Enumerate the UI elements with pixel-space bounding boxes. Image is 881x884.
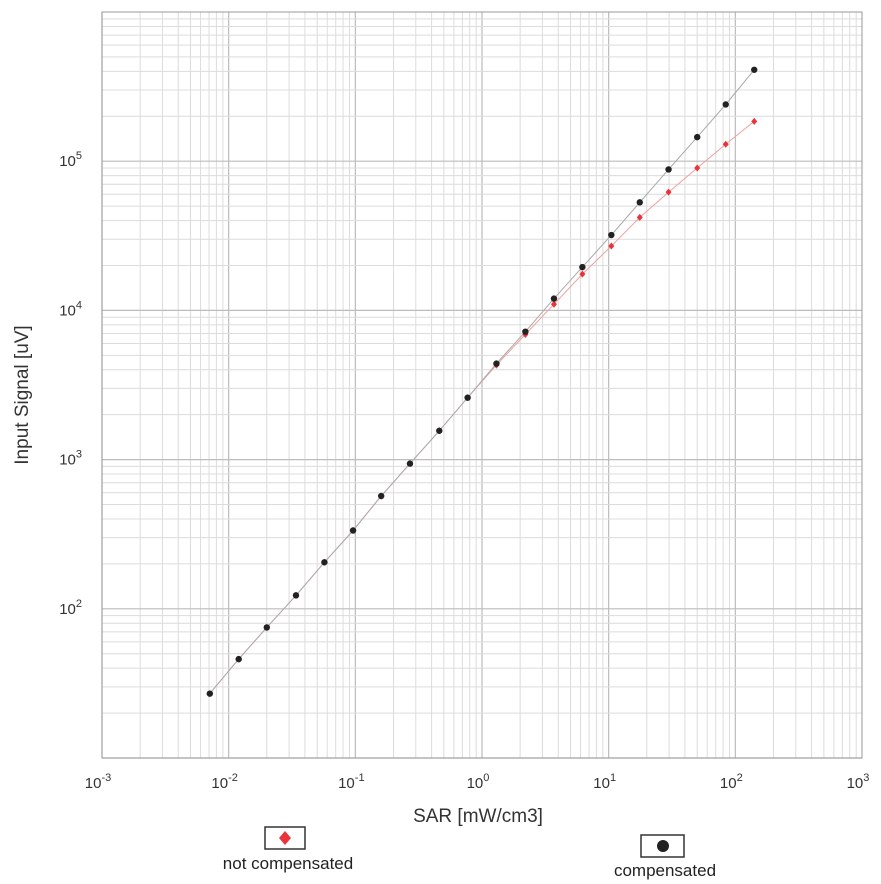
data-point-compensated <box>464 394 470 400</box>
legend-label-compensated: compensated <box>614 861 716 880</box>
x-tick-label: 100 <box>467 772 490 792</box>
data-point-not-compensated <box>751 118 757 125</box>
x-tick-labels: 10-3 10-2 10-1 100 101 102 103 <box>85 772 870 792</box>
data-point-compensated <box>579 264 585 270</box>
data-point-compensated <box>551 295 557 301</box>
y-tick-label: 104 <box>59 299 82 319</box>
data-point-compensated <box>665 166 671 172</box>
x-tick-label: 101 <box>593 772 616 792</box>
x-tick-label: 10-3 <box>85 772 111 792</box>
legend-item-not-compensated: not compensated <box>223 827 353 873</box>
data-point-compensated <box>751 67 757 73</box>
data-point-compensated <box>207 690 213 696</box>
data-point-not-compensated <box>694 165 700 172</box>
y-tick-label: 105 <box>59 150 82 170</box>
y-axis-title: Input Signal [uV] <box>12 325 33 464</box>
x-tick-label: 103 <box>847 772 870 792</box>
legend-circle-marker <box>657 840 669 852</box>
data-point-compensated <box>522 328 528 334</box>
y-tick-label: 103 <box>59 449 82 469</box>
data-point-compensated <box>293 592 299 598</box>
data-point-compensated <box>321 559 327 565</box>
data-point-compensated <box>407 460 413 466</box>
grid <box>102 12 862 758</box>
data-point-compensated <box>694 134 700 140</box>
data-point-compensated <box>378 493 384 499</box>
y-tick-label: 102 <box>59 598 82 618</box>
data-point-compensated <box>608 232 614 238</box>
y-tick-labels: 102 103 104 105 <box>59 150 82 618</box>
legend: not compensated compensated <box>223 827 716 880</box>
x-tick-label: 10-1 <box>338 772 364 792</box>
x-axis-title: SAR [mW/cm3] <box>413 806 543 827</box>
data-point-not-compensated <box>723 141 729 148</box>
data-point-compensated <box>723 101 729 107</box>
data-point-compensated <box>436 428 442 434</box>
x-tick-label: 102 <box>720 772 743 792</box>
data-point-compensated <box>264 624 270 630</box>
legend-item-compensated: compensated <box>614 835 716 880</box>
x-tick-label: 10-2 <box>211 772 237 792</box>
data-point-compensated <box>235 656 241 662</box>
data-point-compensated <box>637 199 643 205</box>
data-point-compensated <box>350 527 356 533</box>
legend-label-not-compensated: not compensated <box>223 854 353 873</box>
data-point-compensated <box>493 360 499 366</box>
